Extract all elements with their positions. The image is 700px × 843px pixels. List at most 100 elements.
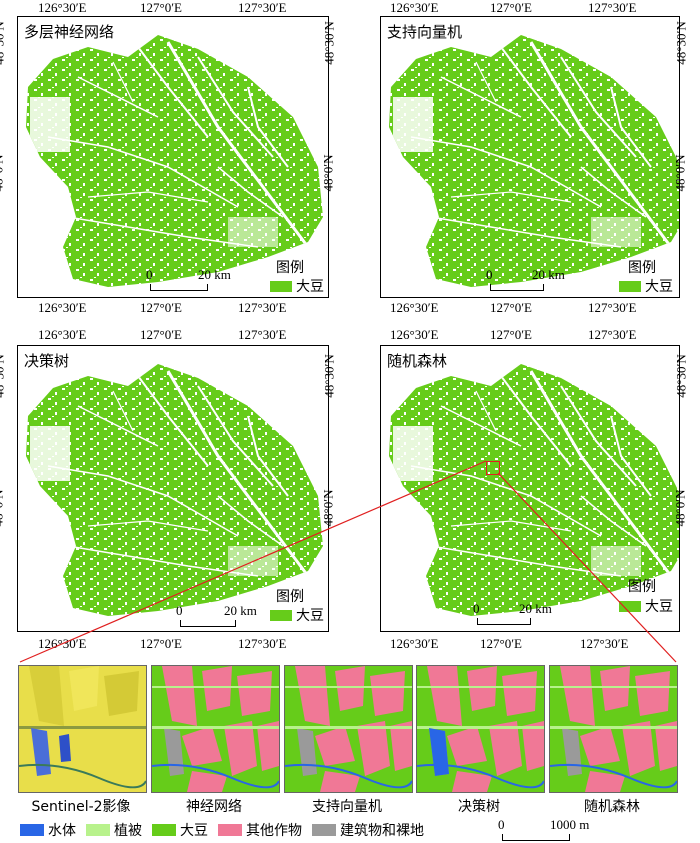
map-panel-svm: 支持向量机 图例 大豆 0 20 km — [380, 16, 680, 298]
lon-tick-top: 127°0′E — [490, 0, 532, 15]
legend-title: 图例 — [628, 579, 656, 595]
soybean-swatch — [270, 280, 292, 292]
lon-tick-top: 127°0′E — [140, 327, 182, 342]
lon-tick-bottom: 127°0′E — [140, 636, 182, 651]
legend-label: 大豆 — [645, 599, 673, 615]
scale-zero: 0 — [498, 817, 505, 832]
legend-item-soybean: 大豆 — [619, 276, 673, 296]
scale-end: 20 km — [224, 603, 257, 618]
panel-title: 多层神经网络 — [24, 23, 115, 41]
legend-item-soybean: 大豆 — [619, 596, 673, 616]
lon-tick-top: 127°0′E — [140, 0, 182, 15]
scale-bar: 0 20 km — [176, 603, 286, 631]
scale-zero: 0 — [146, 267, 153, 282]
legend-label: 大豆 — [296, 608, 324, 624]
lon-tick-bottom: 127°0′E — [480, 636, 522, 651]
lat-tick-left: 48°30′N — [0, 21, 7, 65]
legend-title: 图例 — [276, 260, 304, 276]
classification-map — [550, 666, 677, 792]
legend-label: 其他作物 — [246, 823, 302, 839]
zoom-box — [486, 461, 500, 475]
lon-tick-bottom: 127°0′E — [140, 300, 182, 315]
soybean-swatch — [152, 824, 176, 836]
legend-label: 大豆 — [180, 823, 208, 839]
map-panel-mlp: 多层神经网络 图例 大豆 0 20 km — [17, 16, 329, 298]
scale-zero: 0 — [473, 601, 480, 616]
map-panel-rf: 随机森林 图例 大豆 0 20 km — [380, 345, 680, 632]
scale-end: 20 km — [198, 267, 231, 282]
buildings-swatch — [312, 824, 336, 836]
water-swatch — [20, 824, 44, 836]
soybean-distribution-map — [381, 17, 680, 297]
lat-tick-right: 48°30′N — [673, 21, 689, 65]
classification-map — [152, 666, 279, 792]
lat-tick-left: 48°30′N — [0, 354, 7, 398]
thumb-label: 决策树 — [458, 799, 500, 815]
lon-tick-bottom: 126°30′E — [390, 300, 439, 315]
lon-tick-bottom: 126°30′E — [38, 636, 87, 651]
panel-title: 随机森林 — [387, 352, 448, 370]
bottom-legend: 水体 植被 大豆 其他作物 建筑物和裸地 — [20, 820, 424, 840]
lat-tick-right: 48°30′N — [673, 354, 689, 398]
scale-bar: 0 20 km — [473, 601, 583, 631]
legend-label: 大豆 — [296, 279, 324, 295]
thumb-label: Sentinel-2影像 — [31, 799, 131, 815]
legend-label: 水体 — [48, 823, 76, 839]
thumb-label: 神经网络 — [186, 799, 242, 815]
panel-title: 决策树 — [24, 352, 70, 370]
lon-tick-bottom: 126°30′E — [390, 636, 439, 651]
lat-tick-right: 48°30′N — [321, 354, 337, 398]
legend-label: 大豆 — [645, 279, 673, 295]
scale-bar: 0 20 km — [486, 267, 596, 297]
lat-tick-right: 48°0′N — [672, 154, 688, 192]
lon-tick-bottom: 127°0′E — [490, 300, 532, 315]
lat-tick-left: 48°0′N — [0, 489, 6, 527]
lon-tick-top: 127°30′E — [588, 0, 637, 15]
scale-zero: 0 — [486, 267, 493, 282]
thumb-nn — [151, 665, 280, 793]
bottom-scale-bar: 0 1000 m — [498, 817, 608, 843]
soybean-swatch — [619, 600, 641, 612]
soybean-distribution-map — [18, 17, 328, 297]
legend-label: 建筑物和裸地 — [340, 823, 424, 839]
other-crops-swatch — [218, 824, 242, 836]
scale-end: 20 km — [519, 601, 552, 616]
soybean-swatch — [619, 280, 641, 292]
lon-tick-top: 126°30′E — [390, 0, 439, 15]
thumb-svm — [284, 665, 413, 793]
legend-label: 植被 — [114, 823, 142, 839]
lat-tick-left: 48°0′N — [0, 154, 6, 192]
panel-title: 支持向量机 — [387, 23, 463, 41]
legend-item-soybean: 大豆 — [270, 276, 324, 296]
classification-map — [417, 666, 544, 792]
lon-tick-bottom: 127°30′E — [588, 300, 637, 315]
scale-zero: 0 — [176, 603, 183, 618]
lat-tick-right: 48°30′N — [321, 21, 337, 65]
lon-tick-bottom: 126°30′E — [38, 300, 87, 315]
thumb-label: 支持向量机 — [312, 799, 382, 815]
lon-tick-top: 126°30′E — [38, 327, 87, 342]
thumb-rf — [549, 665, 678, 793]
scale-bar: 0 20 km — [146, 267, 256, 297]
lat-tick-right: 48°0′N — [672, 489, 688, 527]
lon-tick-top: 127°30′E — [238, 0, 287, 15]
vegetation-swatch — [86, 824, 110, 836]
scale-end: 1000 m — [550, 817, 590, 832]
thumb-label: 随机森林 — [584, 799, 640, 815]
lon-tick-bottom: 127°30′E — [238, 300, 287, 315]
lat-tick-right: 48°0′N — [320, 489, 336, 527]
map-panel-dt: 决策树 图例 大豆 0 20 km — [17, 345, 329, 632]
sentinel-image — [19, 666, 146, 792]
lon-tick-top: 126°30′E — [390, 327, 439, 342]
legend-title: 图例 — [628, 260, 656, 276]
lon-tick-bottom: 127°30′E — [580, 636, 629, 651]
classification-map — [285, 666, 412, 792]
lon-tick-top: 127°30′E — [238, 327, 287, 342]
lon-tick-top: 126°30′E — [38, 0, 87, 15]
lon-tick-top: 127°0′E — [490, 327, 532, 342]
lon-tick-bottom: 127°30′E — [238, 636, 287, 651]
scale-end: 20 km — [532, 267, 565, 282]
thumb-sentinel — [18, 665, 147, 793]
lon-tick-top: 127°30′E — [588, 327, 637, 342]
lat-tick-right: 48°0′N — [320, 154, 336, 192]
